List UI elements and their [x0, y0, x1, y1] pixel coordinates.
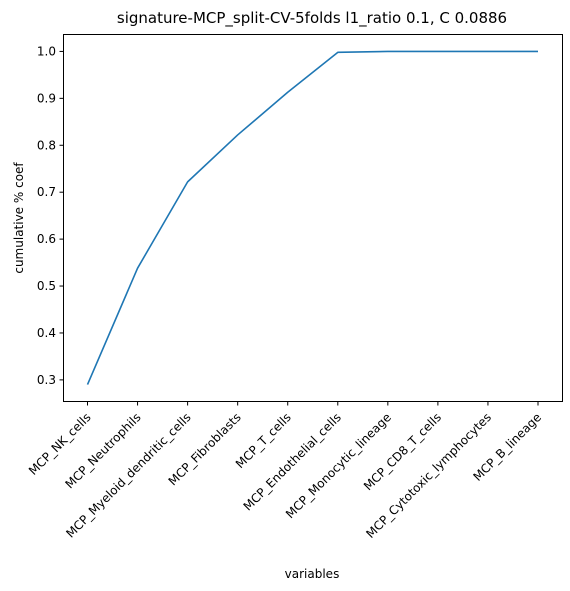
- y-tick-label: 0.3: [37, 373, 56, 387]
- y-tick-label: 0.9: [37, 91, 56, 105]
- plot-area: [63, 34, 563, 402]
- y-axis: 0.3 0.4 0.5 0.6 0.7 0.8 0.9 1.0: [37, 44, 64, 387]
- y-tick-label: 0.4: [37, 326, 56, 340]
- y-tick-label: 0.8: [37, 138, 56, 152]
- x-axis-label: variables: [285, 567, 340, 581]
- y-axis-label: cumulative % coef: [12, 162, 26, 274]
- y-tick-label: 0.7: [37, 185, 56, 199]
- cumulative-coef-line: [86, 50, 538, 385]
- y-tick-label: 0.5: [37, 279, 56, 293]
- x-tick-label: MCP_Endothelial_cells: [241, 410, 344, 513]
- chart-title: signature-MCP_split-CV-5folds l1_ratio 0…: [117, 9, 507, 28]
- x-axis: MCP_NK_cellsMCP_NeutrophilsMCP_Myeloid_d…: [26, 401, 544, 541]
- y-tick-label: 1.0: [37, 44, 56, 58]
- y-tick-label: 0.6: [37, 232, 56, 246]
